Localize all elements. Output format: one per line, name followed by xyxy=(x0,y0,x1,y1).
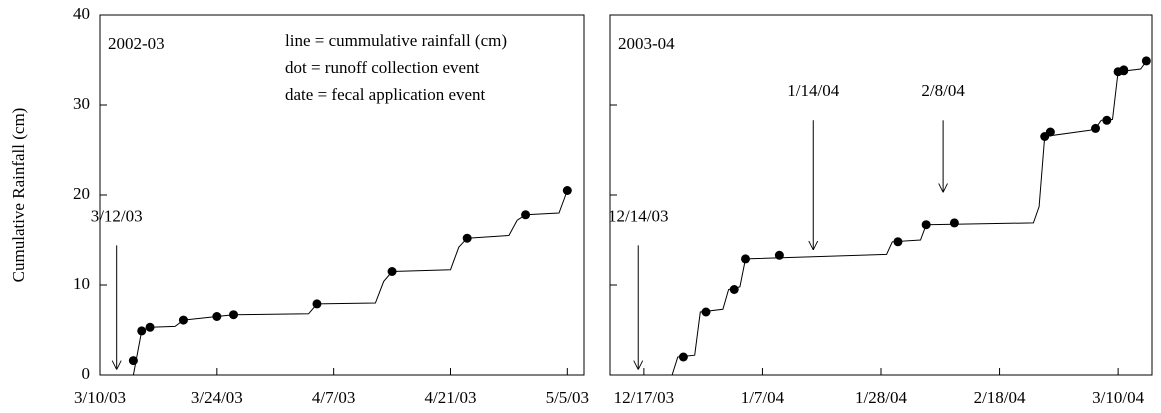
runoff-dot xyxy=(229,310,239,320)
legend-note: date = fecal application event xyxy=(285,85,486,104)
runoff-dot xyxy=(729,285,739,294)
runoff-dot xyxy=(387,267,397,276)
runoff-dot xyxy=(1091,123,1101,133)
runoff-dot xyxy=(921,220,931,230)
x-tick-label: 3/10/04 xyxy=(1092,388,1144,407)
x-tick-label: 4/7/03 xyxy=(312,388,355,407)
x-tick-label: 12/17/03 xyxy=(614,388,674,407)
legend-note: dot = runoff collection event xyxy=(285,58,480,77)
runoff-dot xyxy=(145,322,155,332)
legend-note: line = cummulative rainfall (cm) xyxy=(285,31,507,50)
x-tick-label: 2/18/04 xyxy=(974,388,1026,407)
runoff-dot xyxy=(1119,65,1129,75)
y-axis-label: Cumulative Rainfall (cm) xyxy=(9,108,28,283)
y-tick-label: 20 xyxy=(73,184,90,203)
runoff-dot xyxy=(678,352,688,362)
runoff-dot xyxy=(701,307,711,317)
runoff-dot xyxy=(312,299,322,309)
runoff-dot xyxy=(137,326,147,336)
x-tick-label: 3/24/03 xyxy=(191,388,243,407)
x-tick-label: 1/28/04 xyxy=(855,388,907,407)
runoff-dot xyxy=(1141,56,1151,66)
x-tick-label: 3/10/03 xyxy=(74,388,126,407)
runoff-dot xyxy=(178,315,188,325)
x-tick-label: 5/5/03 xyxy=(546,388,589,407)
x-tick-label: 4/21/03 xyxy=(425,388,477,407)
annotation-label: 1/14/04 xyxy=(787,81,839,100)
runoff-dot xyxy=(893,237,903,247)
runoff-dot xyxy=(212,312,222,321)
annotation-label: 12/14/03 xyxy=(608,206,668,225)
x-tick-label: 1/7/04 xyxy=(741,388,785,407)
y-tick-label: 10 xyxy=(73,274,90,293)
runoff-dot xyxy=(128,356,138,366)
runoff-dot xyxy=(1045,127,1055,137)
runoff-dot xyxy=(462,233,472,243)
y-tick-label: 30 xyxy=(73,94,90,113)
panel-label: 2002-03 xyxy=(108,34,165,53)
runoff-dot xyxy=(562,186,572,195)
y-tick-label: 40 xyxy=(73,4,90,23)
rainfall-line xyxy=(132,190,568,376)
annotation-label: 2/8/04 xyxy=(921,81,965,100)
runoff-dot xyxy=(521,210,531,220)
rainfall-line xyxy=(671,60,1147,376)
runoff-dot xyxy=(774,250,784,260)
runoff-dot xyxy=(949,218,959,228)
panel-label: 2003-04 xyxy=(618,34,675,53)
runoff-dot xyxy=(1102,115,1112,125)
runoff-dot xyxy=(741,254,750,264)
annotation-label: 3/12/03 xyxy=(91,206,143,225)
y-tick-label: 0 xyxy=(82,364,91,383)
plot-frame xyxy=(609,14,1153,376)
